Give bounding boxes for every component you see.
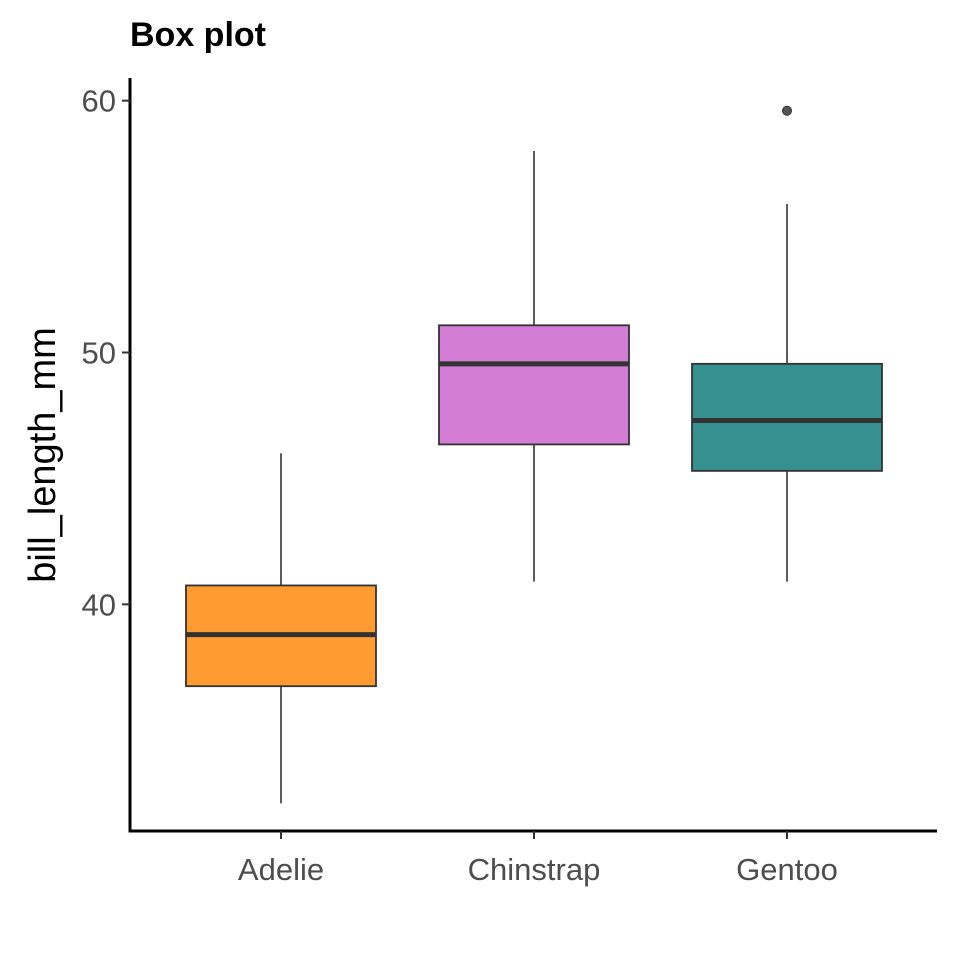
box-body-gentoo <box>691 362 883 472</box>
x-tick-label: Chinstrap <box>468 852 601 887</box>
boxes-layer <box>185 105 883 804</box>
box-gentoo <box>691 105 883 582</box>
outlier-point-gentoo <box>782 105 792 116</box>
box-adelie <box>185 453 377 804</box>
box-chinstrap <box>438 151 630 582</box>
axes-layer: 40 50 60 Adelie Chinstrap Gentoo <box>82 78 937 887</box>
y-tick-label: 50 <box>82 336 116 371</box>
y-tick-label: 40 <box>82 587 116 622</box>
box-body-chinstrap <box>438 324 630 446</box>
y-tick-label: 60 <box>82 84 116 119</box>
x-tick-label: Gentoo <box>736 852 838 887</box>
chart-title: Box plot <box>130 16 266 54</box>
x-tick-label: Adelie <box>238 852 324 887</box>
y-axis-label: bill_length_mm <box>22 327 64 583</box>
